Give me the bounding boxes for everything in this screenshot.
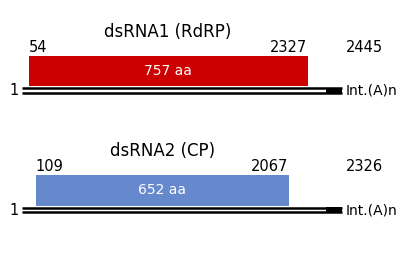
Bar	[326, 88, 342, 94]
Text: 2067: 2067	[251, 159, 288, 174]
Text: 1: 1	[10, 202, 19, 218]
Text: Int.(A)n: Int.(A)n	[346, 203, 398, 217]
Text: 2445: 2445	[346, 40, 383, 55]
Text: dsRNA2 (CP): dsRNA2 (CP)	[110, 142, 215, 160]
Text: dsRNA1 (RdRP): dsRNA1 (RdRP)	[104, 23, 232, 41]
Bar	[326, 207, 342, 213]
Text: 1: 1	[10, 83, 19, 98]
Text: 2327: 2327	[270, 40, 308, 55]
Bar	[36, 175, 288, 206]
Text: 109: 109	[36, 159, 64, 174]
Text: 2326: 2326	[346, 159, 383, 174]
Text: Int.(A)n: Int.(A)n	[346, 84, 398, 98]
Text: 757 aa: 757 aa	[144, 64, 192, 78]
Bar	[28, 56, 308, 86]
Text: 54: 54	[28, 40, 47, 55]
Text: 652 aa: 652 aa	[138, 183, 186, 198]
